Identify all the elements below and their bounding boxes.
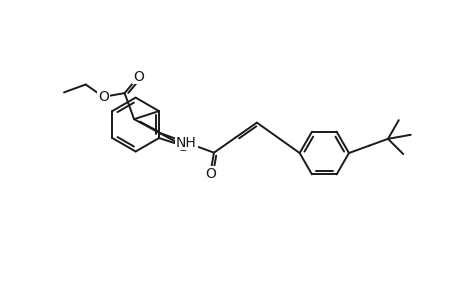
- Text: O: O: [133, 70, 144, 84]
- Text: S: S: [179, 139, 188, 154]
- Text: O: O: [204, 167, 215, 181]
- Text: O: O: [98, 90, 109, 104]
- Text: NH: NH: [176, 136, 196, 150]
